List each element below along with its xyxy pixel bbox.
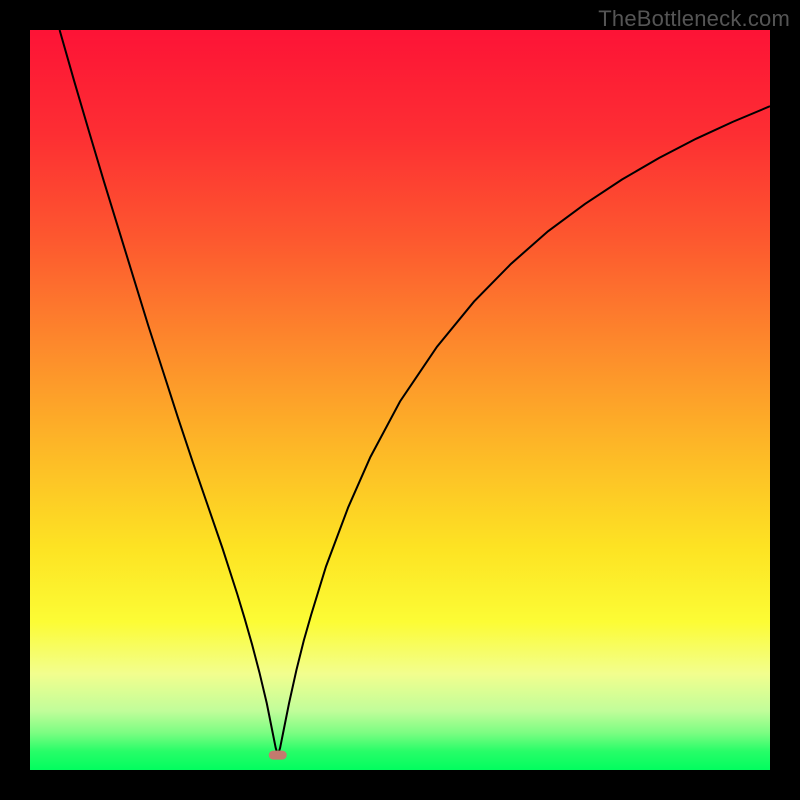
bottleneck-curve xyxy=(30,30,770,770)
watermark-label: TheBottleneck.com xyxy=(598,6,790,32)
chart-container: TheBottleneck.com xyxy=(0,0,800,800)
plot-area xyxy=(30,30,770,770)
curve-line xyxy=(60,30,770,755)
minimum-marker xyxy=(269,751,288,760)
